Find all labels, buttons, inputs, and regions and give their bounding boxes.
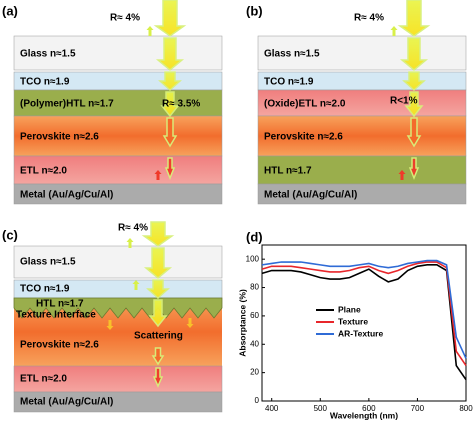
legend-label: AR-Texture (338, 328, 383, 338)
layer-label: Glass n≈1.5 (264, 49, 320, 60)
layer-label: HTL n≈1.7 (36, 299, 84, 310)
layer-label: TCO n≈1.9 (264, 77, 314, 88)
layer (13, 183, 223, 205)
light-arrow (402, 71, 426, 92)
reflection-label: R≈ 4% (110, 13, 140, 24)
panel-label: (a) (2, 3, 18, 18)
layer (257, 89, 467, 117)
layer-label: Perovskite n≈2.6 (20, 340, 99, 351)
small-arrow (398, 170, 406, 180)
layer-label: HTL n≈1.7 (264, 166, 312, 177)
layer-label: (Oxide)ETL n≈2.0 (264, 99, 346, 110)
light-arrow (152, 367, 164, 388)
layer-label: Perovskite n≈2.6 (20, 132, 99, 143)
light-arrow (399, 37, 429, 71)
layer-label: Scattering (134, 331, 183, 342)
panel-label: (b) (246, 3, 263, 18)
x-tick-label: 600 (362, 404, 376, 413)
series-line (261, 264, 467, 381)
light-arrow (143, 247, 173, 279)
y-tick-label: 40 (250, 339, 259, 348)
layer (13, 155, 223, 185)
reflection-label: R≈ 4% (118, 223, 148, 234)
diagrams: (a) Glass n≈1.5 TCO n≈1.9 (Polymer)HTL n≈1.… (2, 0, 467, 413)
layer-label: TCO n≈1.9 (20, 77, 70, 88)
small-arrow (154, 170, 162, 180)
y-tick-label: 60 (250, 311, 259, 320)
light-arrow (146, 279, 170, 300)
layer-label: Texture Interface (16, 310, 96, 321)
light-arrow (162, 117, 178, 148)
small-arrow (132, 280, 140, 290)
layer-label: ETL n≈2.0 (20, 166, 67, 177)
x-axis-label: Wavelength (nm) (330, 410, 398, 420)
x-tick-label: 800 (459, 404, 473, 413)
textured-htl (13, 297, 223, 319)
light-arrow (397, 0, 431, 37)
chart: (d) 400 500 600 700 800 0 20 40 60 80 100 Wavelength… (237, 229, 473, 420)
layer-label: Metal (Au/Ag/Cu/Al) (20, 190, 113, 201)
layer (13, 115, 223, 157)
layer (13, 365, 223, 393)
light-arrow (153, 0, 187, 37)
legend-label: Plane (338, 304, 361, 314)
layer (13, 89, 223, 117)
layer-label: Metal (Au/Ag/Cu/Al) (20, 397, 113, 408)
layer (257, 35, 467, 71)
small-arrow (146, 26, 154, 36)
layer (257, 183, 467, 205)
reflection-label: R≈ 3.5% (162, 99, 200, 110)
light-arrow (164, 157, 176, 181)
small-arrow (106, 320, 114, 330)
layer (257, 155, 467, 185)
light-arrow (151, 347, 165, 366)
light-arrow (148, 299, 168, 328)
layer-label: Glass n≈1.5 (20, 49, 76, 60)
light-arrow (404, 91, 424, 118)
layer-label: TCO n≈1.9 (20, 284, 70, 295)
series-line (261, 259, 467, 359)
layer (13, 245, 223, 279)
layer (13, 35, 223, 71)
y-axis-label: Absorptance (%) (237, 289, 247, 357)
series-line (261, 261, 467, 366)
layer-label: Metal (Au/Ag/Cu/Al) (264, 190, 357, 201)
y-tick-label: 80 (250, 283, 259, 292)
reflection-label: R≈ 4% (354, 13, 384, 24)
x-tick-label: 400 (265, 404, 279, 413)
panel-label: (d) (246, 229, 263, 244)
layer-label: Glass n≈1.5 (20, 257, 76, 268)
light-arrow (408, 157, 420, 181)
legend-label: Texture (338, 316, 368, 326)
small-arrow (186, 318, 194, 328)
x-tick-label: 700 (411, 404, 425, 413)
layer-label: (Polymer)HTL n≈1.7 (20, 99, 114, 110)
layer-label: ETL n≈2.0 (20, 374, 67, 385)
small-arrow (390, 26, 398, 36)
light-arrow (155, 37, 185, 71)
y-tick-label: 20 (250, 368, 259, 377)
y-tick-label: 0 (255, 396, 260, 405)
layer (257, 115, 467, 157)
small-arrow (126, 238, 134, 248)
layer (13, 391, 223, 413)
light-arrow (141, 221, 175, 247)
layer-label: Perovskite n≈2.6 (264, 132, 343, 143)
x-tick-label: 500 (314, 404, 328, 413)
panel-label: (c) (2, 227, 18, 242)
light-arrow (406, 117, 422, 148)
light-arrow (158, 71, 182, 92)
reflection-label: R<1% (390, 96, 418, 107)
y-tick-label: 100 (246, 254, 260, 263)
plot-frame (261, 244, 467, 402)
light-arrow (160, 91, 180, 118)
